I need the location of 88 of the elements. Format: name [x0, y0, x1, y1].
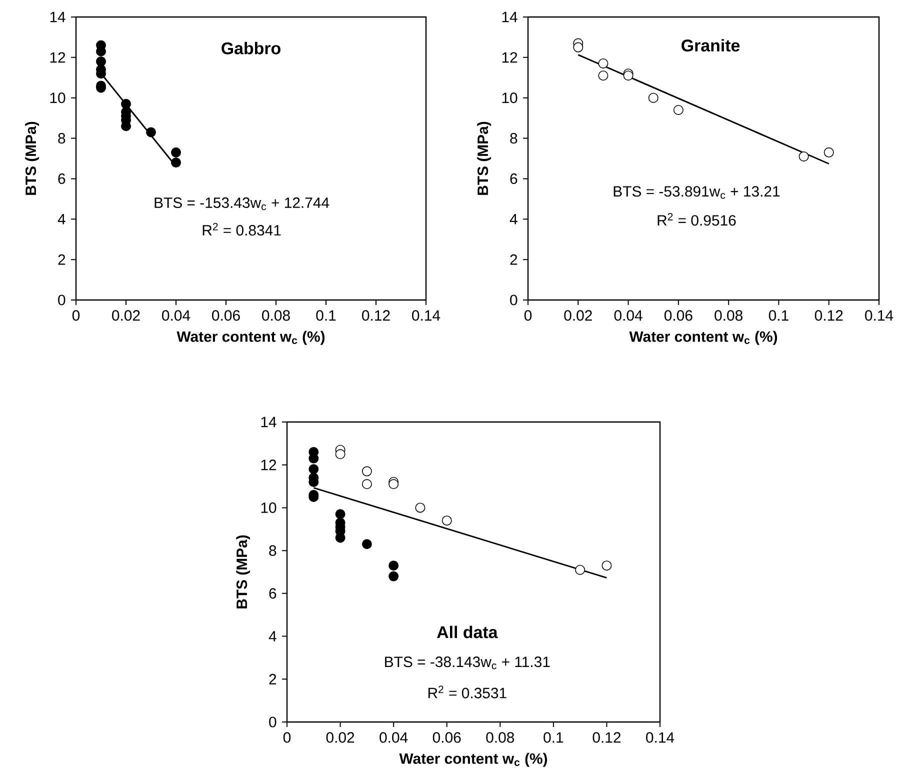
text: All data	[437, 626, 498, 638]
point	[598, 70, 608, 81]
x-tick-label: 0.14	[646, 732, 674, 743]
y-tick-label: 6	[510, 173, 518, 184]
x-tick-label: 0	[283, 732, 291, 743]
x-tick-label: 0.14	[412, 310, 440, 321]
text: Gabbro	[222, 42, 280, 54]
x-tick-label: 0.06	[432, 732, 461, 743]
x-tick-label: 0.1	[544, 732, 564, 743]
x-tick-label: 0.04	[162, 310, 190, 321]
y-tick-label: 8	[510, 132, 518, 144]
y-tick-label: 10	[50, 92, 66, 104]
y-tick-label: 8	[58, 132, 66, 144]
point	[171, 158, 181, 168]
x-tick-label: 0	[72, 310, 80, 321]
x-tick-label: 0.02	[326, 732, 354, 743]
y-tick-label: 12	[261, 460, 276, 470]
x-tick-label: 0.04	[380, 732, 408, 743]
point	[362, 479, 372, 490]
x-axis-title: Water content w$_{c}$ (%)	[399, 752, 548, 767]
annotation: BTS = -53.891w$_{c}$ + 13.21	[614, 186, 780, 199]
y-tick-label: 0	[269, 716, 276, 728]
y-tick-label: 14	[50, 12, 66, 22]
point	[146, 127, 156, 138]
y-tick-label: 12	[502, 52, 518, 63]
point	[415, 502, 426, 513]
y-axis-title: BTS (MPa)	[25, 122, 40, 195]
x-tick-label: 0.12	[592, 732, 621, 743]
point	[573, 42, 584, 52]
x-tick-label: 0.08	[714, 310, 742, 321]
y-tick-label: 0	[58, 294, 66, 306]
y-axis-title: BTS (MPa)	[477, 122, 492, 195]
point	[362, 466, 372, 476]
y-tick-label: 4	[268, 631, 276, 642]
x-tick-label: 0.12	[814, 310, 843, 321]
point	[673, 104, 684, 115]
point	[388, 479, 399, 490]
point	[362, 539, 372, 550]
point	[824, 147, 834, 158]
x-tick-label: 0.1	[768, 310, 788, 321]
y-tick-label: 6	[269, 588, 276, 599]
x-tick-label: 0.06	[664, 310, 692, 321]
x-axis-title: Water content w$_{c}$ (%)	[629, 330, 778, 345]
y-tick-label: 12	[50, 52, 66, 63]
y-tick-label: 4	[510, 214, 518, 224]
annotation: R$^{2}$ = 0.8341	[202, 222, 281, 236]
x-tick-label: 0.08	[486, 732, 514, 743]
y-tick-label: 2	[510, 254, 518, 265]
point	[121, 98, 131, 109]
point	[335, 509, 346, 520]
x-tick-label: 0.08	[262, 310, 290, 321]
x-tick-label: 0.02	[112, 310, 140, 321]
x-tick-label: 0.06	[212, 310, 240, 321]
point	[335, 449, 346, 460]
point	[602, 560, 612, 571]
annotation: BTS = -153.43w$_{c}$ + 12.744	[154, 197, 330, 210]
x-axis-title: Water content w$_{c}$ (%)	[176, 330, 325, 345]
point	[171, 147, 181, 158]
x-tick-label: 0.12	[362, 310, 390, 321]
y-tick-label: 10	[261, 502, 276, 513]
text: Granite	[682, 39, 740, 52]
point	[598, 58, 608, 68]
y-tick-label: 14	[261, 416, 276, 428]
y-axis-title: BTS (MPa)	[236, 535, 250, 608]
point	[648, 92, 658, 103]
point	[798, 151, 809, 162]
point	[575, 564, 586, 575]
y-tick-label: 8	[269, 545, 276, 556]
y-tick-label: 2	[58, 254, 66, 265]
point	[388, 571, 399, 582]
y-tick-label: 0	[510, 294, 518, 306]
x-tick-label: 0.04	[614, 310, 642, 321]
point	[388, 560, 399, 571]
x-tick-label: 0	[524, 310, 532, 321]
x-tick-label: 0.02	[564, 310, 592, 321]
y-tick-label: 2	[269, 674, 276, 684]
point	[96, 56, 106, 66]
annotation: BTS = -38.143w$_{c}$ + 11.31	[385, 656, 550, 670]
y-tick-label: 10	[502, 92, 518, 104]
annotation: R$^{2}$ = 0.3531	[428, 686, 506, 698]
point	[308, 464, 319, 474]
y-tick-label: 14	[502, 12, 518, 22]
x-tick-label: 0.1	[316, 310, 336, 321]
y-tick-label: 4	[58, 214, 66, 224]
y-tick-label: 6	[58, 173, 66, 184]
point	[442, 516, 452, 526]
x-tick-label: 0.14	[865, 310, 894, 321]
annotation: R$^{2}$ = 0.9516	[658, 213, 736, 226]
